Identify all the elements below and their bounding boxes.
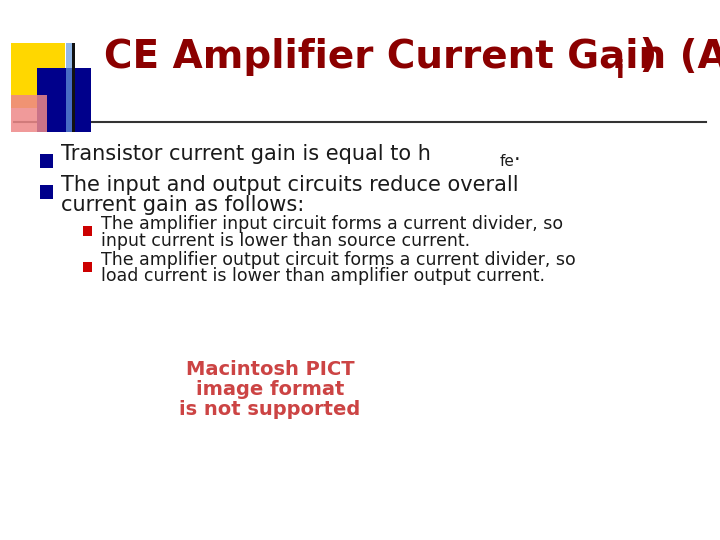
- Text: ): ): [626, 37, 658, 76]
- Text: is not supported: is not supported: [179, 400, 361, 419]
- Text: .: .: [514, 144, 521, 164]
- Text: The amplifier input circuit forms a current divider, so: The amplifier input circuit forms a curr…: [101, 215, 563, 233]
- Text: fe: fe: [500, 154, 515, 169]
- Text: CE Amplifier Current Gain (A: CE Amplifier Current Gain (A: [104, 37, 720, 76]
- Text: Transistor current gain is equal to h: Transistor current gain is equal to h: [61, 144, 431, 164]
- Text: input current is lower than source current.: input current is lower than source curre…: [101, 232, 470, 249]
- Text: The amplifier output circuit forms a current divider, so: The amplifier output circuit forms a cur…: [101, 251, 575, 268]
- Text: load current is lower than amplifier output current.: load current is lower than amplifier out…: [101, 267, 545, 285]
- Text: i: i: [616, 59, 624, 83]
- Text: image format: image format: [196, 380, 344, 399]
- Text: The input and output circuits reduce overall: The input and output circuits reduce ove…: [61, 174, 519, 194]
- Text: Macintosh PICT: Macintosh PICT: [186, 360, 354, 379]
- Text: current gain as follows:: current gain as follows:: [61, 194, 305, 214]
